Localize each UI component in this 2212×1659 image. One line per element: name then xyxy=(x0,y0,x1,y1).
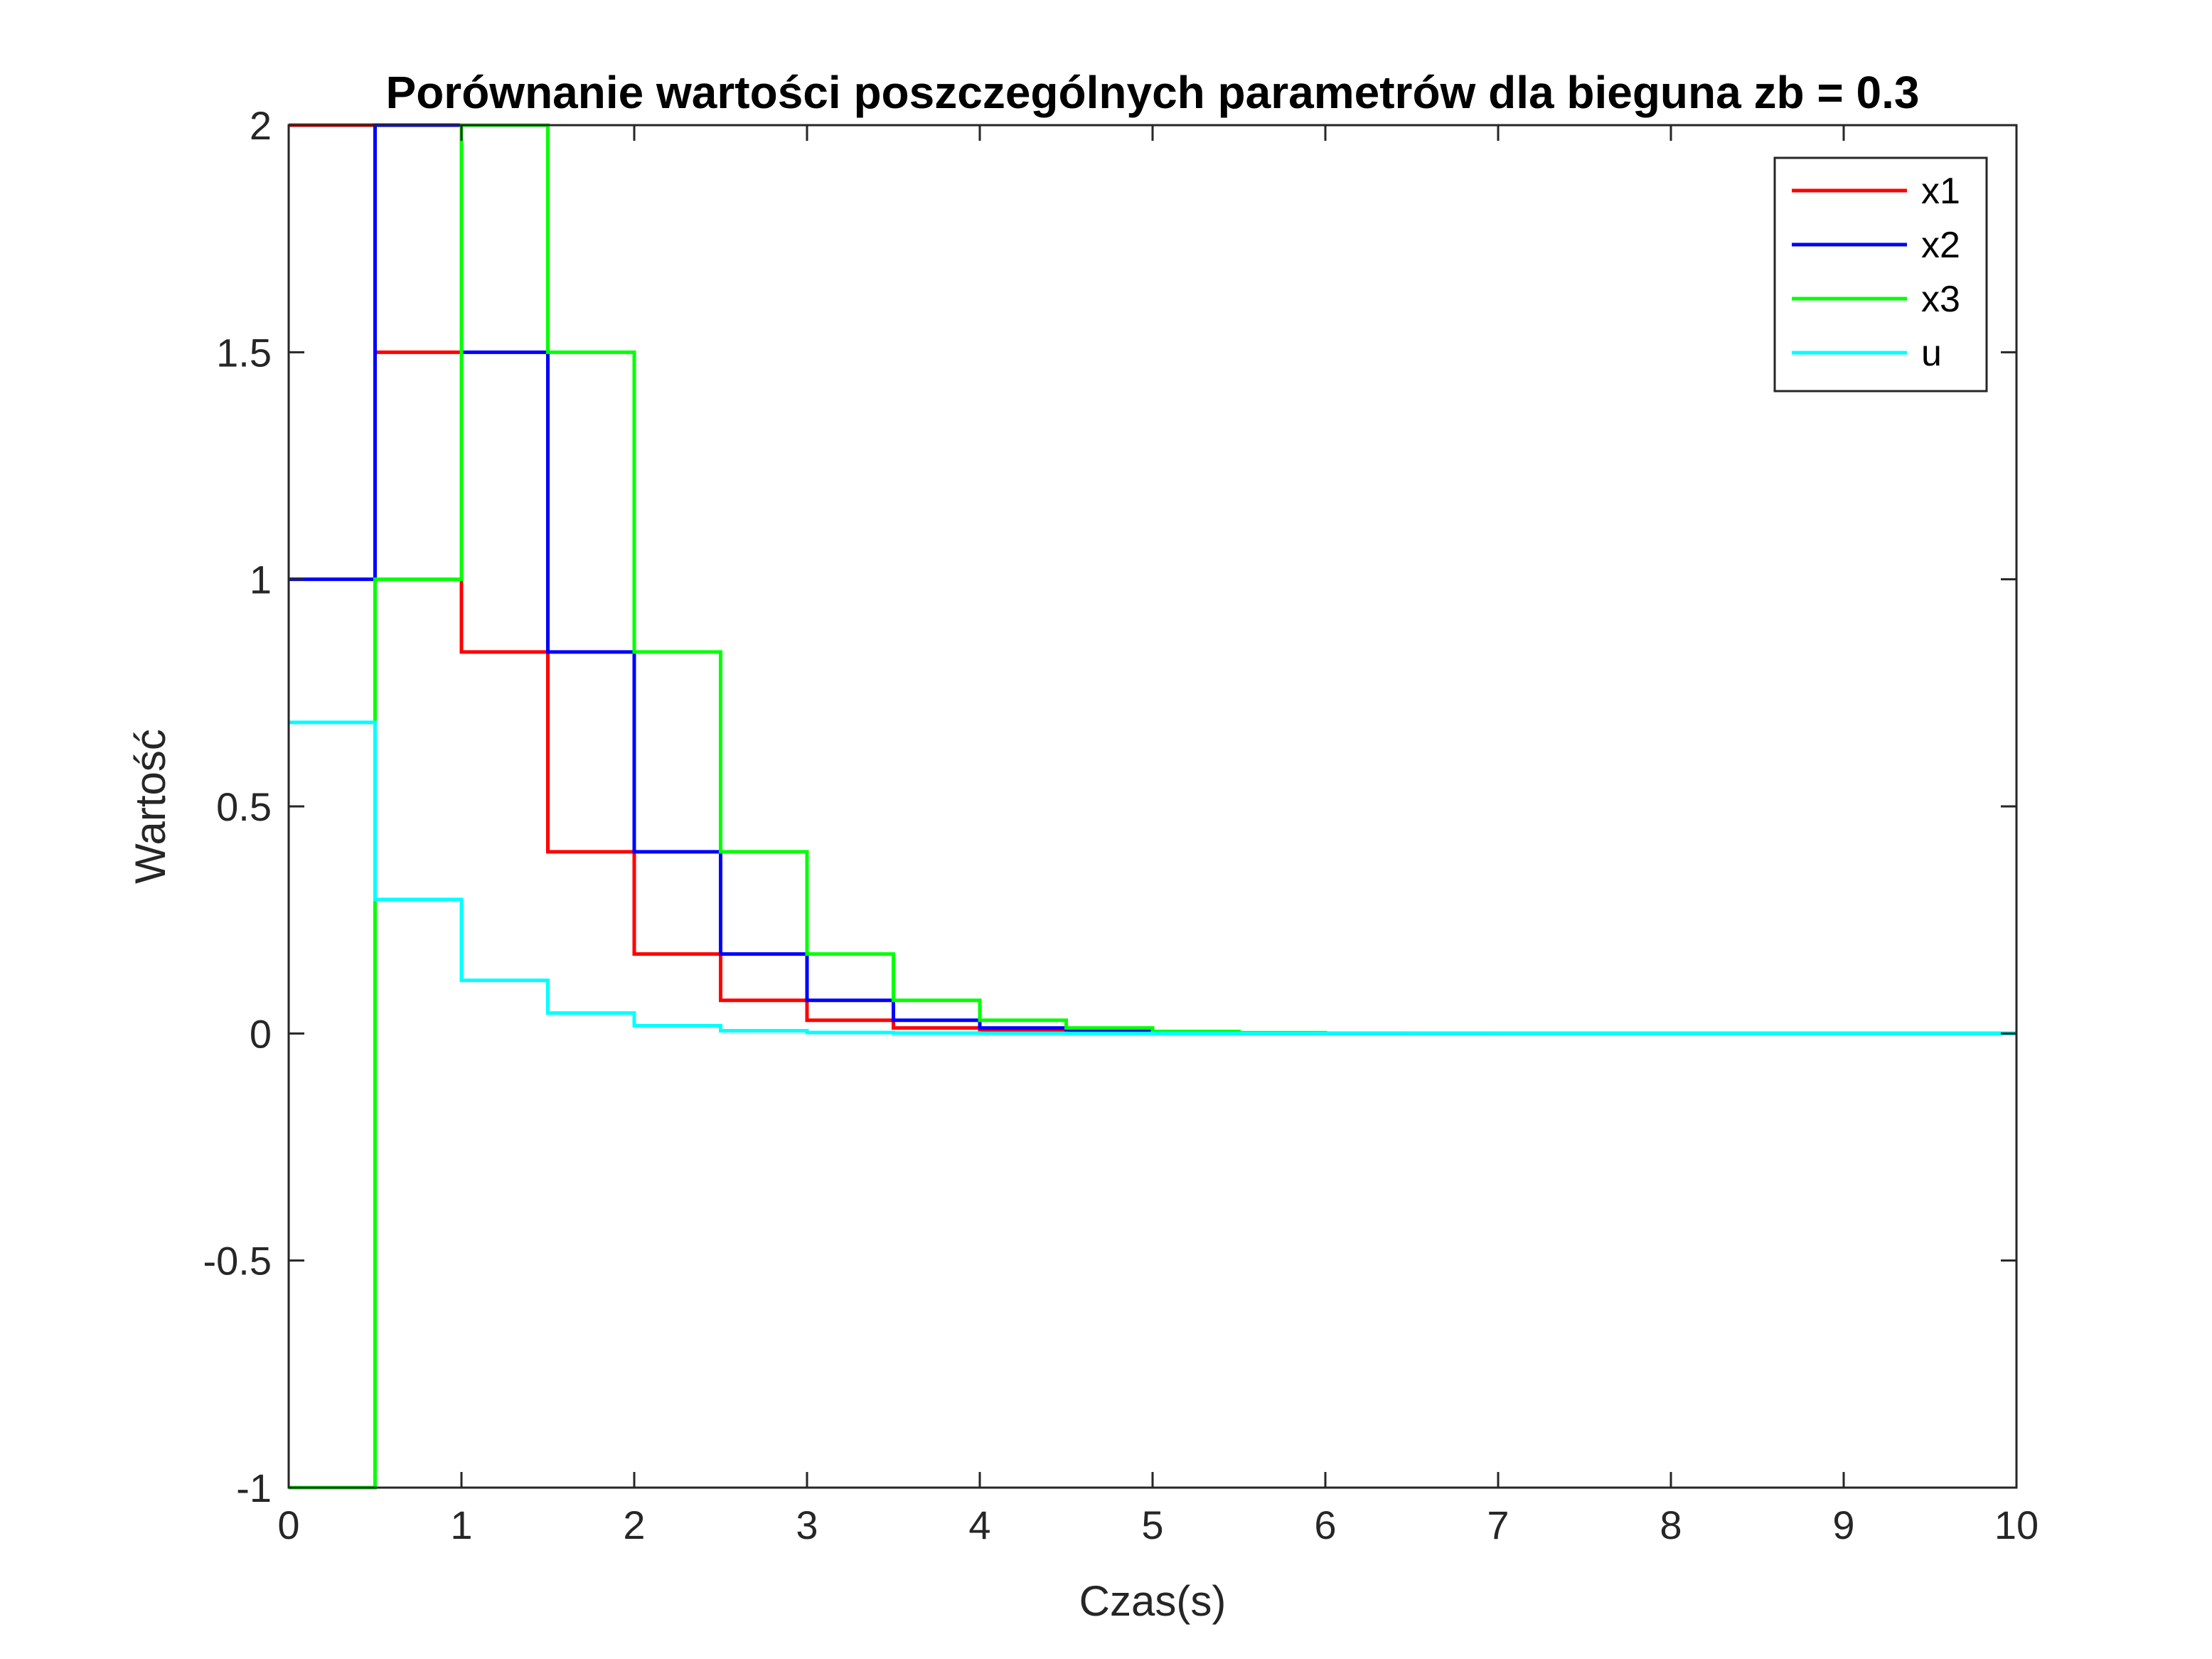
y-tick-label: 2 xyxy=(250,103,272,148)
legend: x1 x2 x3 u xyxy=(1773,156,1988,393)
legend-label-x1: x1 xyxy=(1921,171,1960,212)
x-tick-label: 2 xyxy=(623,1503,645,1547)
legend-label-x2: x2 xyxy=(1921,225,1960,266)
tick-layer: 0 1 2 3 4 5 6 7 8 9 10 -1 -0.5 0 0.5 1 1.5 2 xyxy=(203,103,2039,1547)
x-tick-label: 3 xyxy=(796,1503,818,1547)
series-layer xyxy=(289,123,2016,1490)
y-tick-label: 0 xyxy=(250,1011,272,1056)
x-tick-label: 1 xyxy=(450,1503,472,1547)
x-tick-label: 8 xyxy=(1660,1503,1682,1547)
y-tick-label: -1 xyxy=(236,1466,272,1510)
y-tick-label: -0.5 xyxy=(203,1239,272,1284)
x-tick-label: 5 xyxy=(1141,1503,1163,1547)
x-tick-label: 4 xyxy=(968,1503,990,1547)
y-tick-label: 1 xyxy=(250,558,272,602)
x-tick-label: 10 xyxy=(1994,1503,2039,1547)
x-tick-label: 0 xyxy=(277,1503,299,1547)
x-tick-label: 7 xyxy=(1487,1503,1509,1547)
legend-label-u: u xyxy=(1921,333,1942,374)
series-line-u xyxy=(289,720,2016,1035)
y-tick-label: 0.5 xyxy=(216,784,272,829)
y-axis-label: Wartość xyxy=(127,729,174,884)
x-axis-label: Czas(s) xyxy=(1079,1577,1227,1625)
plot-frame xyxy=(287,124,2018,1489)
y-tick-label: 1.5 xyxy=(216,330,272,375)
x-tick-label: 6 xyxy=(1314,1503,1336,1547)
chart-title: Porównanie wartości poszczególnych param… xyxy=(386,67,1920,118)
legend-label-x3: x3 xyxy=(1921,279,1960,320)
x-tick-label: 9 xyxy=(1832,1503,1854,1547)
